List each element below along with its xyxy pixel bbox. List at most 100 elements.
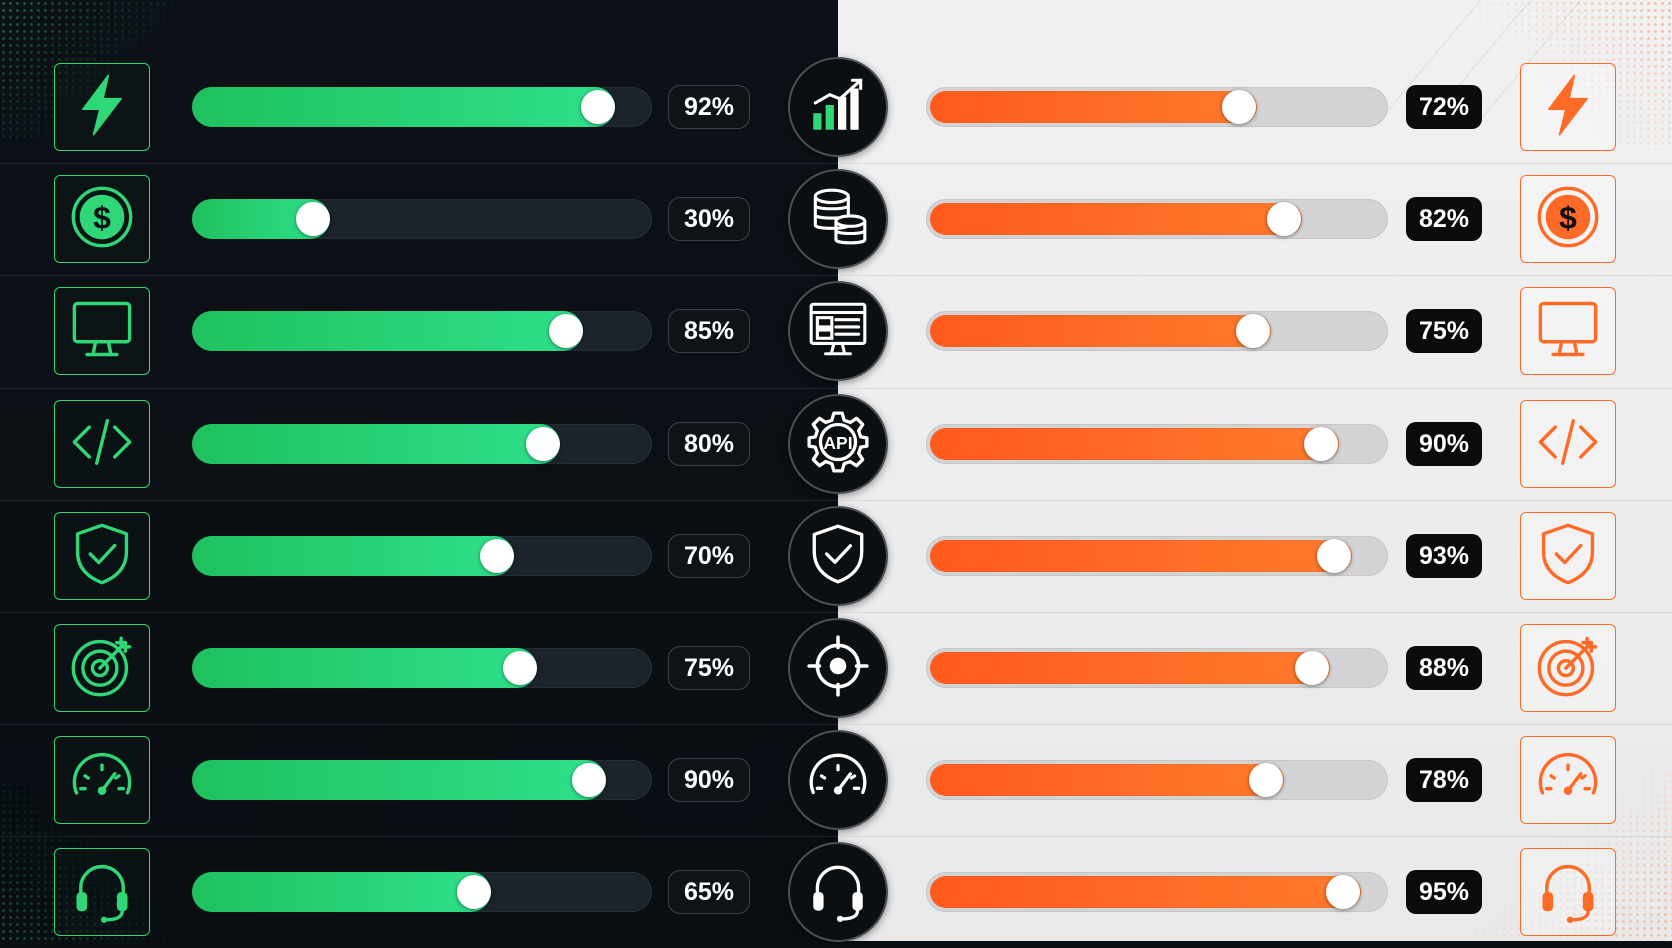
left-monitor-icon-box: [54, 287, 150, 375]
left-progress-bar[interactable]: [192, 536, 652, 576]
right-slider-handle[interactable]: [1304, 427, 1338, 461]
left-slider-handle[interactable]: [526, 427, 560, 461]
center-category-badge: [788, 506, 888, 606]
right-slider-handle[interactable]: [1222, 90, 1256, 124]
row-divider: [0, 836, 838, 837]
crosshair-icon: [805, 633, 871, 704]
right-progress-bar[interactable]: [926, 199, 1388, 239]
center-category-badge: [788, 842, 888, 942]
right-progress-fill: [930, 428, 1339, 460]
shield-check-icon: [68, 520, 136, 593]
center-category-badge: [788, 57, 888, 157]
right-target-icon-box: [1520, 624, 1616, 712]
right-slider-handle[interactable]: [1295, 651, 1329, 685]
center-category-badge: [788, 730, 888, 830]
left-progress-bar[interactable]: [192, 311, 652, 351]
target-icon: [68, 632, 136, 705]
right-progress-bar[interactable]: [926, 536, 1388, 576]
left-percent-badge: 80%: [668, 422, 750, 466]
right-speedometer-icon-box: [1520, 736, 1616, 824]
left-target-icon-box: [54, 624, 150, 712]
row-divider: [0, 724, 838, 725]
right-code-icon-box: [1520, 400, 1616, 488]
left-slider-handle[interactable]: [581, 90, 615, 124]
dollar-coin-icon: $: [1534, 183, 1602, 256]
left-percent-badge: 70%: [668, 534, 750, 578]
left-percent-badge: 30%: [668, 197, 750, 241]
left-progress-fill: [192, 648, 537, 688]
shield-check-icon: [805, 521, 871, 592]
left-slider-handle[interactable]: [296, 202, 330, 236]
right-slider-handle[interactable]: [1249, 763, 1283, 797]
right-dollar-coin-icon-box: $: [1520, 175, 1616, 263]
comparison-row: 80% API 90%: [0, 388, 1672, 500]
left-progress-fill: [192, 311, 583, 351]
left-speedometer-icon-box: [54, 736, 150, 824]
right-progress-fill: [930, 540, 1352, 572]
left-progress-bar[interactable]: [192, 872, 652, 912]
left-slider-handle[interactable]: [549, 314, 583, 348]
center-category-badge: [788, 618, 888, 718]
speedometer-icon: [1534, 744, 1602, 817]
left-percent-badge: 85%: [668, 309, 750, 353]
right-percent-badge: 88%: [1406, 646, 1482, 690]
left-progress-bar[interactable]: [192, 87, 652, 127]
monitor-icon: [1534, 295, 1602, 368]
right-progress-fill: [930, 764, 1284, 796]
dollar-coin-icon: $: [68, 183, 136, 256]
right-progress-bar[interactable]: [926, 424, 1388, 464]
comparison-row: $30% 82% $: [0, 163, 1672, 275]
svg-text:$: $: [1559, 199, 1577, 235]
lightning-icon: [1534, 71, 1602, 144]
right-progress-fill: [930, 315, 1271, 347]
right-headset-icon-box: [1520, 848, 1616, 936]
left-shield-check-icon-box: [54, 512, 150, 600]
left-progress-bar[interactable]: [192, 199, 652, 239]
comparison-row: 70% 93%: [0, 500, 1672, 612]
right-percent-badge: 72%: [1406, 85, 1482, 129]
left-progress-bar[interactable]: [192, 760, 652, 800]
left-slider-handle[interactable]: [503, 651, 537, 685]
right-progress-bar[interactable]: [926, 648, 1388, 688]
right-slider-handle[interactable]: [1317, 539, 1351, 573]
dot-pattern-decoration: [1452, 771, 1672, 941]
right-slider-handle[interactable]: [1326, 875, 1360, 909]
right-progress-fill: [930, 652, 1330, 684]
center-category-badge: API: [788, 394, 888, 494]
right-progress-bar[interactable]: [926, 87, 1388, 127]
code-icon: [1534, 408, 1602, 481]
right-lightning-icon-box: [1520, 63, 1616, 151]
left-slider-handle[interactable]: [572, 763, 606, 797]
row-divider: [838, 612, 1672, 613]
left-slider-handle[interactable]: [480, 539, 514, 573]
row-divider: [0, 612, 838, 613]
right-slider-handle[interactable]: [1267, 202, 1301, 236]
left-progress-bar[interactable]: [192, 648, 652, 688]
right-shield-check-icon-box: [1520, 512, 1616, 600]
right-progress-bar[interactable]: [926, 760, 1388, 800]
row-divider: [838, 275, 1672, 276]
right-percent-badge: 90%: [1406, 422, 1482, 466]
shield-check-icon: [1534, 520, 1602, 593]
monitor-icon: [68, 295, 136, 368]
api-gear-icon: API: [805, 409, 871, 480]
right-progress-bar[interactable]: [926, 872, 1388, 912]
right-percent-badge: 93%: [1406, 534, 1482, 578]
headset-icon: [68, 856, 136, 929]
right-slider-handle[interactable]: [1236, 314, 1270, 348]
row-divider: [838, 500, 1672, 501]
row-divider: [0, 500, 838, 501]
left-progress-bar[interactable]: [192, 424, 652, 464]
headset-icon: [805, 857, 871, 928]
row-divider: [0, 275, 838, 276]
row-divider: [838, 163, 1672, 164]
left-slider-handle[interactable]: [457, 875, 491, 909]
target-icon: [1534, 632, 1602, 705]
speedometer-icon: [68, 744, 136, 817]
code-icon: [68, 408, 136, 481]
lightning-icon: [68, 71, 136, 144]
right-progress-bar[interactable]: [926, 311, 1388, 351]
center-category-badge: [788, 281, 888, 381]
left-progress-fill: [192, 536, 514, 576]
